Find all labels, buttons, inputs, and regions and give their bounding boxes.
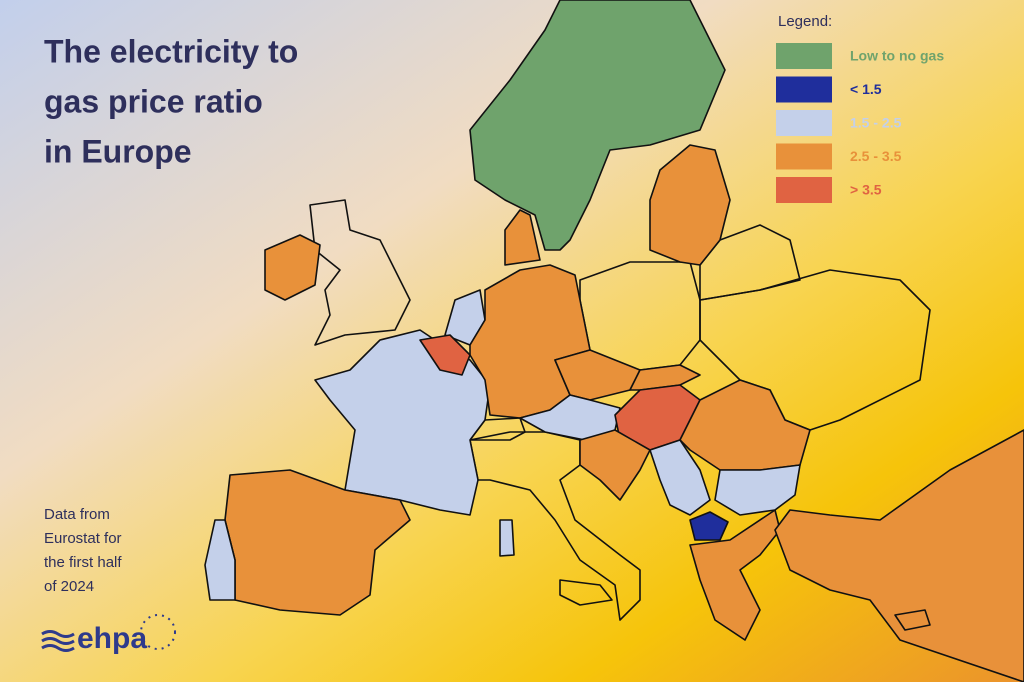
legend-label: Low to no gas — [850, 48, 944, 64]
legend-swatch — [776, 76, 832, 103]
country — [264, 234, 321, 301]
countries — [204, 0, 1024, 682]
country — [714, 464, 801, 516]
note-line: Data from — [44, 506, 110, 523]
logo-stars — [140, 614, 176, 650]
country — [419, 334, 471, 376]
legend: Low to no gas < 1.5 1.5 - 2.5 2.5 - 3.5 > 3.… — [776, 43, 944, 203]
country — [894, 609, 931, 631]
country — [519, 394, 621, 441]
legend-swatch — [776, 43, 832, 69]
title: The electricity to gas price ratio in Eu… — [44, 33, 298, 169]
legend-label: 1.5 - 2.5 — [850, 115, 902, 131]
legend-swatch — [776, 177, 832, 203]
country — [689, 511, 729, 541]
country — [689, 509, 781, 641]
note-line: of 2024 — [44, 578, 94, 595]
legend-swatch — [776, 143, 832, 170]
legend-label: 2.5 - 3.5 — [850, 148, 902, 164]
country — [469, 0, 726, 251]
logo-waves — [41, 630, 75, 652]
country — [204, 519, 236, 601]
logo: ehpa — [41, 614, 176, 655]
legend-label: > 3.5 — [850, 182, 882, 198]
note: Data from Eurostat for the first half of… — [44, 506, 122, 595]
country — [314, 329, 491, 516]
country — [499, 519, 515, 557]
legend-label: < 1.5 — [850, 81, 882, 97]
note-line: Eurostat for — [44, 530, 122, 547]
logo-text: ehpa — [77, 622, 147, 655]
country — [469, 431, 641, 621]
country — [649, 144, 731, 266]
title-line: The electricity to — [44, 33, 298, 69]
title-line: gas price ratio — [44, 83, 263, 119]
country — [559, 579, 613, 606]
legend-title: Legend: — [778, 13, 832, 30]
country — [774, 429, 1024, 682]
country — [309, 199, 411, 346]
title-line: in Europe — [44, 133, 192, 169]
country — [649, 439, 711, 516]
country — [504, 209, 541, 266]
country — [579, 429, 651, 501]
note-line: the first half — [44, 554, 122, 571]
legend-swatch — [776, 110, 832, 136]
country — [444, 289, 486, 346]
